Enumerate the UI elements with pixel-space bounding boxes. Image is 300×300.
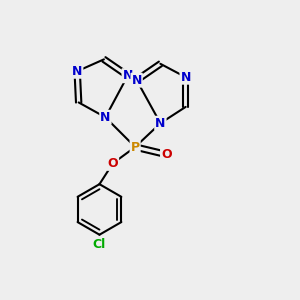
Text: N: N	[122, 69, 133, 82]
Text: N: N	[100, 111, 111, 124]
Text: P: P	[130, 140, 140, 154]
Text: Cl: Cl	[93, 238, 106, 251]
Text: N: N	[181, 71, 191, 84]
Text: N: N	[155, 117, 166, 130]
Text: O: O	[161, 148, 172, 161]
Text: O: O	[107, 157, 118, 170]
Text: N: N	[131, 74, 142, 87]
Text: N: N	[72, 65, 83, 78]
